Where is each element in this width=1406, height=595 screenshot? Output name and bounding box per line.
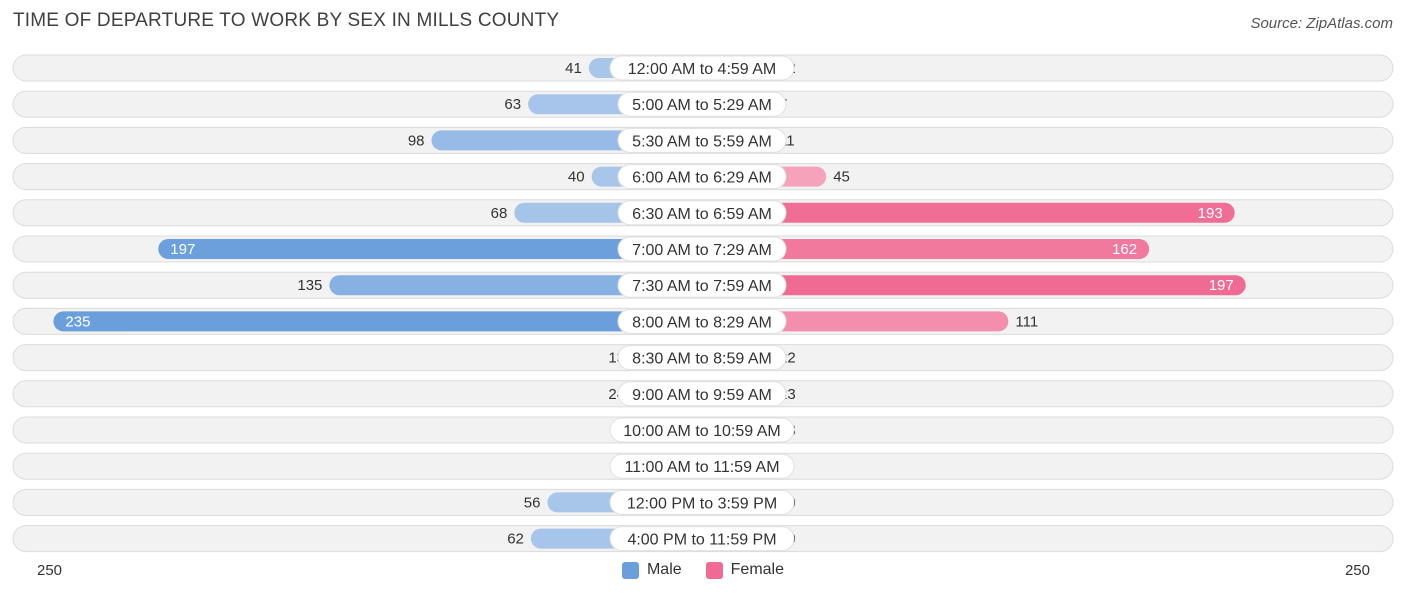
value-label-male: 62 (507, 531, 524, 548)
legend-swatch-male (621, 561, 639, 579)
category-label: 5:00 AM to 5:29 AM (632, 97, 772, 114)
legend-item-female[interactable]: Female (705, 561, 785, 579)
category-label: 7:30 AM to 7:59 AM (632, 278, 772, 295)
value-label-female: 45 (833, 169, 850, 186)
value-label-male: 235 (65, 313, 90, 330)
value-label-female: 197 (1209, 277, 1234, 294)
axis-left-label: 250 (37, 562, 63, 579)
category-label: 12:00 AM to 4:59 AM (628, 61, 777, 78)
value-label-female: 111 (1015, 313, 1038, 330)
category-label-box (609, 417, 795, 443)
category-label: 8:00 AM to 8:29 AM (632, 314, 772, 331)
category-label: 9:00 AM to 9:59 AM (632, 387, 772, 404)
category-label: 12:00 PM to 3:59 PM (627, 495, 777, 512)
value-label-male: 41 (565, 60, 582, 77)
category-label-box (617, 345, 787, 371)
category-label-box (617, 308, 787, 334)
category-label-box (609, 453, 795, 479)
category-label-box (609, 489, 795, 515)
category-label-box (617, 127, 787, 153)
axis-right-label: 250 (1344, 562, 1370, 579)
value-label-male: 40 (568, 169, 585, 186)
value-label-female: 193 (1198, 205, 1223, 222)
category-label-box (609, 55, 795, 81)
bar-female (702, 275, 1246, 296)
value-label-male: 56 (524, 494, 541, 511)
category-label: 4:00 PM to 11:59 PM (627, 532, 776, 549)
value-label-male: 197 (170, 241, 195, 258)
category-label-box (609, 526, 795, 552)
category-label: 10:00 AM to 10:59 AM (623, 423, 780, 440)
bar-female (702, 202, 1235, 223)
category-label: 8:30 AM to 8:59 AM (632, 351, 772, 368)
legend: Male Female (0, 561, 1406, 579)
chart-title: TIME OF DEPARTURE TO WORK BY SEX IN MILL… (13, 10, 560, 31)
legend-swatch-female (705, 561, 723, 579)
category-label: 6:00 AM to 6:29 AM (632, 170, 772, 187)
value-label-female: 162 (1112, 241, 1137, 258)
value-label-male: 98 (408, 132, 425, 149)
value-label-male: 68 (491, 205, 508, 222)
category-label: 6:30 AM to 6:59 AM (632, 206, 772, 223)
category-label-box (617, 381, 787, 407)
chart-source: Source: ZipAtlas.com (1250, 15, 1393, 32)
legend-label-male: Male (646, 561, 682, 578)
bar-female (702, 239, 1150, 259)
category-label-box (617, 272, 787, 298)
legend-item-male[interactable]: Male (621, 561, 682, 579)
category-label: 11:00 AM to 11:59 AM (624, 459, 779, 476)
value-label-male: 135 (297, 277, 322, 294)
chart-area: 412212:00 AM to 4:59 AM6375:00 AM to 5:2… (12, 54, 1394, 553)
category-label-box (617, 236, 787, 262)
category-label-box (617, 164, 787, 190)
category-label-box (617, 91, 787, 117)
legend-label-female: Female (730, 561, 785, 578)
category-label: 7:00 AM to 7:29 AM (632, 242, 772, 259)
bar-male (329, 275, 702, 296)
value-label-male: 63 (504, 96, 521, 113)
bar-male (53, 311, 702, 332)
category-label-box (617, 200, 787, 226)
category-label: 5:30 AM to 5:59 AM (632, 133, 772, 150)
bar-male (158, 239, 702, 259)
